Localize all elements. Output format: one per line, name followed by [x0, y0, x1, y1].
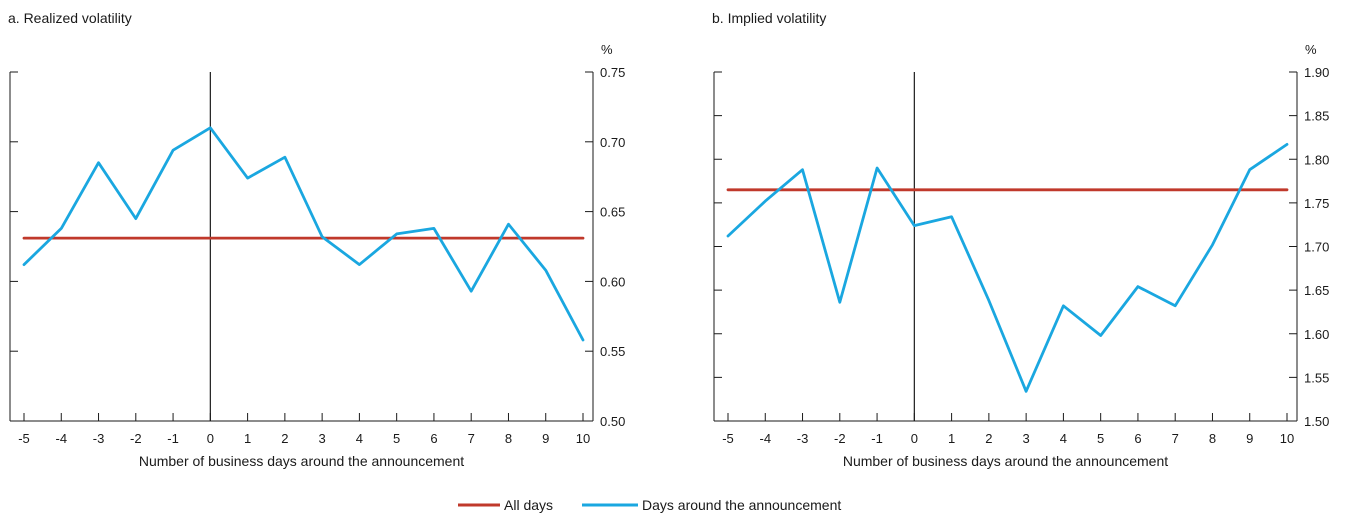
x-tick-label: 2 — [281, 431, 288, 446]
x-axis-label: Number of business days around the annou… — [843, 453, 1168, 469]
panel-title: a. Realized volatility — [8, 10, 132, 26]
x-tick-label: 8 — [1209, 431, 1216, 446]
y-tick-label: 0.60 — [600, 274, 625, 289]
x-tick-label: 9 — [542, 431, 549, 446]
y-tick-label: 0.70 — [600, 135, 625, 150]
legend-label-all-days: All days — [504, 497, 553, 513]
y-tick-label: 1.65 — [1304, 283, 1329, 298]
x-tick-label: 8 — [505, 431, 512, 446]
x-tick-label: 7 — [1172, 431, 1179, 446]
x-tick-label: 4 — [1060, 431, 1067, 446]
x-tick-label: -5 — [722, 431, 734, 446]
x-tick-label: -5 — [18, 431, 30, 446]
y-tick-label: 1.55 — [1304, 370, 1329, 385]
x-tick-label: 6 — [1134, 431, 1141, 446]
x-tick-label: 1 — [948, 431, 955, 446]
legend: All days Days around the announcement — [458, 497, 841, 513]
x-tick-label: 6 — [430, 431, 437, 446]
y-tick-label: 1.75 — [1304, 196, 1329, 211]
y-tick-label: 0.65 — [600, 205, 625, 220]
x-tick-label: 5 — [1097, 431, 1104, 446]
x-tick-label: 3 — [1023, 431, 1030, 446]
y-unit-label: % — [601, 42, 613, 57]
x-tick-label: -1 — [167, 431, 179, 446]
y-tick-label: 1.90 — [1304, 65, 1329, 80]
y-tick-label: 1.70 — [1304, 240, 1329, 255]
x-tick-label: 4 — [356, 431, 363, 446]
x-tick-label: 0 — [207, 431, 214, 446]
legend-label-days-around-announcement: Days around the announcement — [642, 497, 841, 513]
y-tick-label: 1.80 — [1304, 152, 1329, 167]
x-tick-label: -4 — [759, 431, 771, 446]
y-unit-label: % — [1305, 42, 1317, 57]
x-tick-label: 7 — [468, 431, 475, 446]
y-tick-label: 0.55 — [600, 344, 625, 359]
x-tick-label: -2 — [130, 431, 142, 446]
x-tick-label: -2 — [834, 431, 846, 446]
panel-title: b. Implied volatility — [712, 10, 826, 26]
x-tick-label: 2 — [985, 431, 992, 446]
x-tick-label: 3 — [319, 431, 326, 446]
x-tick-label: -3 — [93, 431, 105, 446]
x-tick-label: -4 — [55, 431, 67, 446]
y-tick-label: 1.50 — [1304, 414, 1329, 429]
y-tick-label: 1.60 — [1304, 327, 1329, 342]
x-tick-label: 0 — [911, 431, 918, 446]
series-line-days-around-the-announcement — [726, 142, 1289, 393]
x-tick-label: 10 — [576, 431, 590, 446]
y-tick-label: 1.85 — [1304, 109, 1329, 124]
x-tick-label: -3 — [797, 431, 809, 446]
panel-realized-volatility: a. Realized volatility 0.50 0.55 0.60 0.65 0.… — [8, 10, 625, 469]
y-tick-label: 0.75 — [600, 65, 625, 80]
x-tick-label: 10 — [1280, 431, 1294, 446]
x-tick-label: 1 — [244, 431, 251, 446]
x-tick-label: -1 — [871, 431, 883, 446]
x-tick-label: 9 — [1246, 431, 1253, 446]
panel-implied-volatility: b. Implied volatility 1.50 1.55 1.60 1.65 1.7… — [712, 10, 1329, 469]
x-tick-label: 5 — [393, 431, 400, 446]
series-line-days-around-the-announcement — [22, 126, 585, 342]
x-axis-label: Number of business days around the annou… — [139, 453, 464, 469]
y-tick-label: 0.50 — [600, 414, 625, 429]
